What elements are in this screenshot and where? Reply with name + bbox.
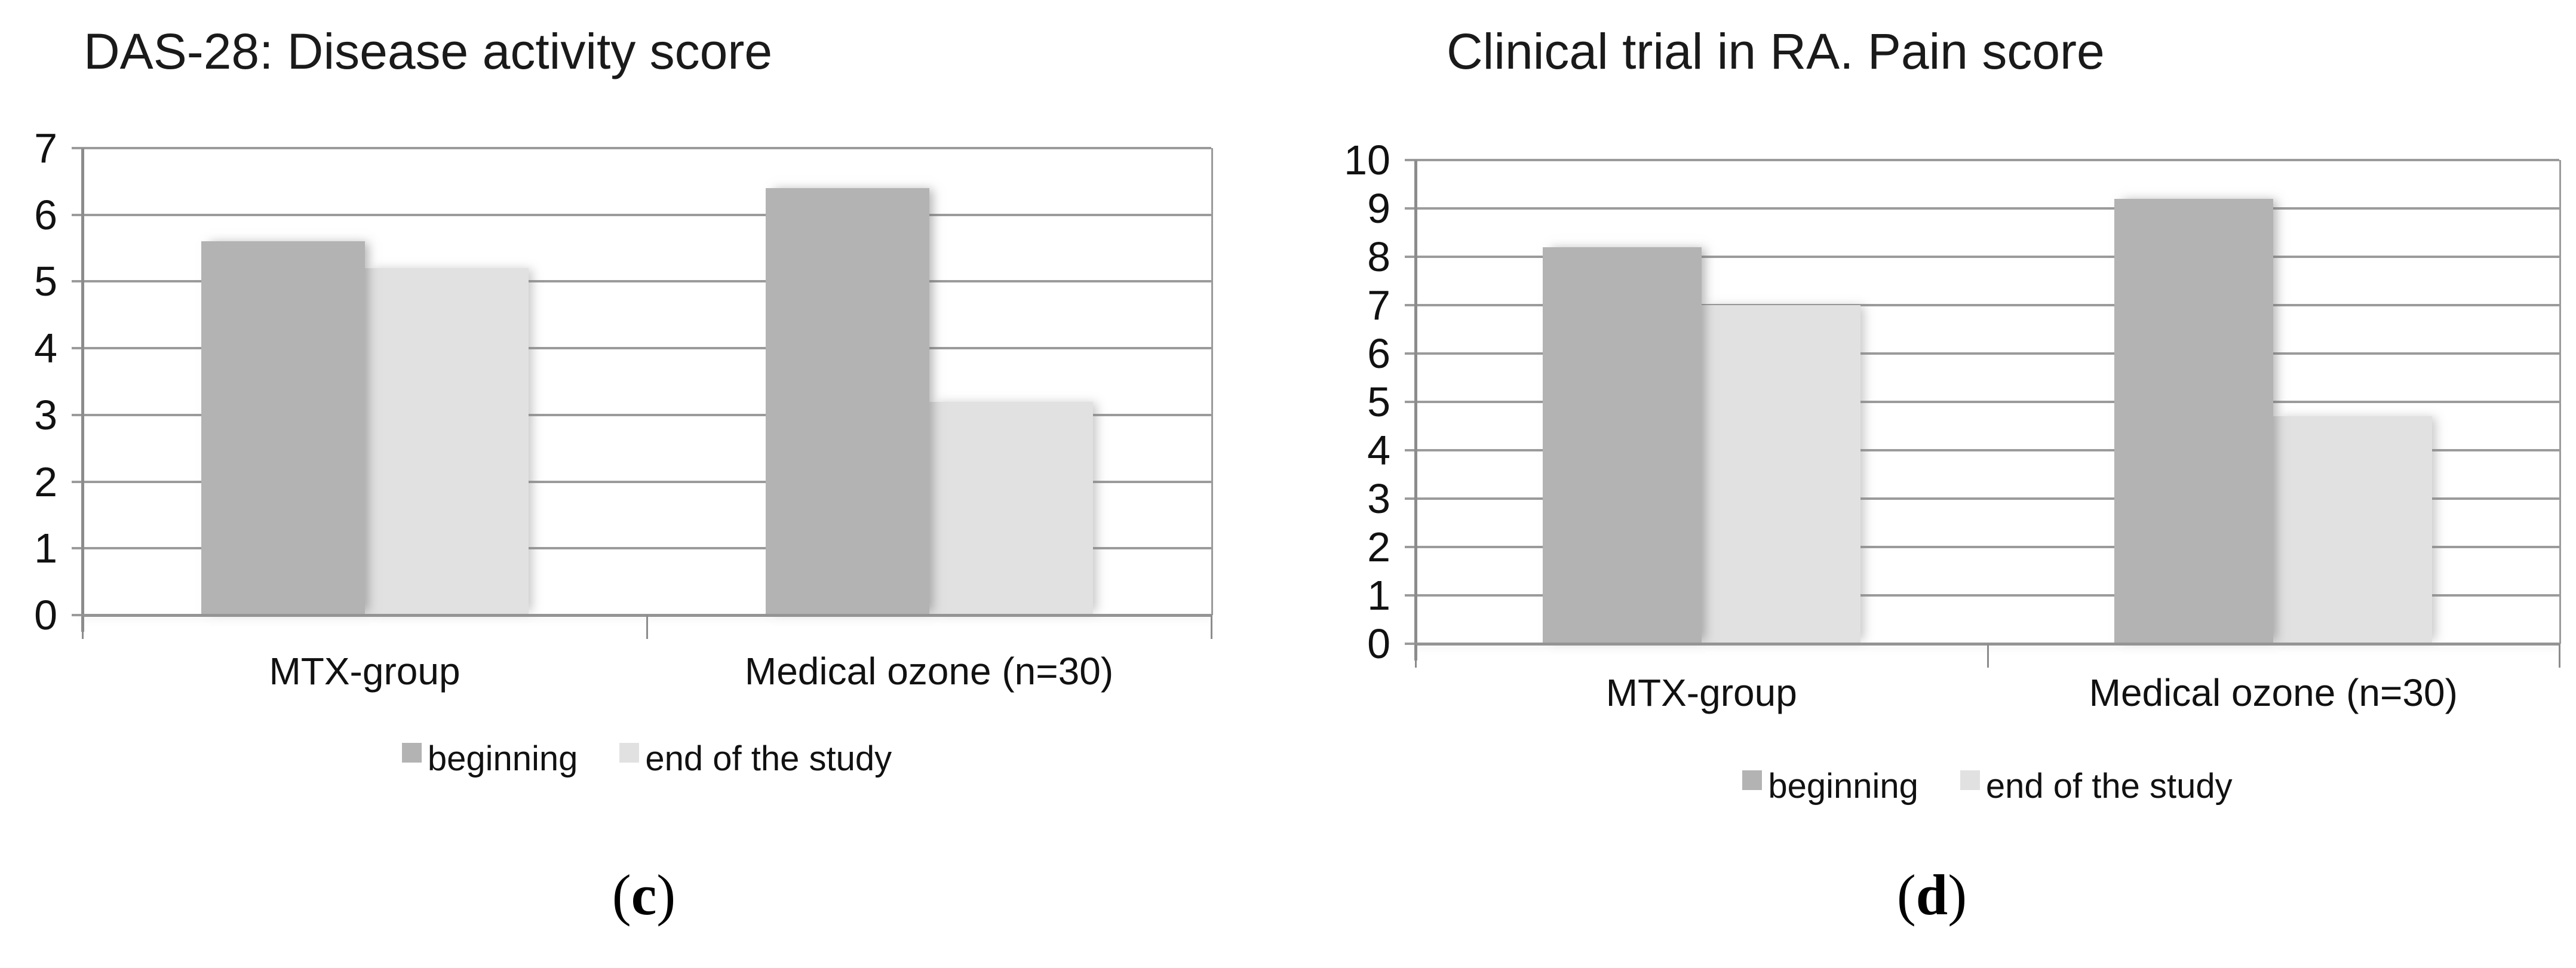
gridline-y-1 [72,547,1211,550]
y-axis-line [81,148,84,632]
gridline-y-2 [72,480,1211,483]
x-axis-tick-2 [1211,615,1212,639]
legend-marker-beginning-icon [401,743,422,763]
x-axis-tick-1 [1987,644,1989,668]
panel-caption: (c) [0,862,1288,928]
bar-end-of-the-study-mtx-group [364,268,529,615]
bar-end-of-the-study-mtx-group [1701,305,1860,644]
legend: beginning end of the study [82,739,1211,779]
x-axis-tick-1 [646,615,648,639]
bar-beginning-mtx-group [201,241,365,615]
y-tick-label-8: 8 [1367,233,1390,280]
legend-item-beginning: beginning [1742,767,1918,806]
legend-marker-end-of-the-study-icon [619,743,640,763]
y-tick-label-10: 10 [1344,137,1390,183]
gridline-y-4 [1405,449,2559,451]
caption-paren-open: ( [612,863,631,927]
y-tick-label-7: 7 [1367,282,1390,328]
y-tick-label-6: 6 [34,191,57,238]
legend-label-end-of-the-study: end of the study [1985,767,2233,806]
y-tick-label-0: 0 [34,592,57,638]
legend-label-beginning: beginning [427,739,578,778]
legend-label-beginning: beginning [1768,767,1918,806]
gridline-y-8 [1405,256,2559,258]
gridline-y-2 [1405,546,2559,548]
legend-label-end-of-the-study: end of the study [645,739,892,778]
caption-letter: c [631,863,657,927]
gridline-y-4 [72,347,1211,350]
gridline-y-6 [72,213,1211,216]
panel-c: DAS-28: Disease activity score (c) 0 1 2 3 4… [0,23,1288,928]
gridline-y-5 [1405,401,2559,403]
bar-end-of-the-study-medical-ozone-n-30 [929,401,1093,615]
category-label-medical-ozone-n-30: Medical ozone (n=30) [744,650,1114,693]
legend-item-beginning: beginning [401,739,578,779]
y-tick-label-1: 1 [34,525,57,572]
chart-title: Clinical trial in RA. Pain score [1447,23,2105,79]
gridline-y-7 [72,147,1211,149]
x-axis-tick-0 [1415,644,1417,668]
bar-beginning-medical-ozone-n-30 [765,188,929,615]
y-tick-label-4: 4 [1367,427,1390,474]
legend: beginning end of the study [1416,767,2559,806]
y-tick-label-3: 3 [34,391,57,438]
legend-marker-end-of-the-study-icon [1960,770,1980,790]
y-tick-label-2: 2 [1367,524,1390,570]
y-tick-label-4: 4 [34,325,57,372]
bar-beginning-medical-ozone-n-30 [2114,198,2274,644]
gridline-y-3 [1405,497,2559,500]
gridline-y-10 [1405,159,2559,161]
y-tick-label-9: 9 [1367,185,1390,232]
category-label-mtx-group: MTX-group [269,650,460,693]
category-label-mtx-group: MTX-group [1605,671,1797,714]
y-tick-label-7: 7 [34,125,57,171]
caption-paren-open: ( [1896,863,1916,927]
y-axis-line [1414,160,1417,660]
legend-item-end-of-the-study: end of the study [619,739,892,779]
y-tick-label-2: 2 [34,458,57,505]
legend-item-end-of-the-study: end of the study [1960,767,2233,806]
x-axis-tick-2 [2559,644,2560,668]
category-label-medical-ozone-n-30: Medical ozone (n=30) [2089,671,2458,714]
legend-marker-beginning-icon [1742,770,1763,790]
plot-right-border [2559,160,2561,644]
caption-paren-close: ) [656,863,676,927]
gridline-y-7 [1405,304,2559,306]
x-axis-tick-0 [82,615,84,639]
gridline-y-3 [72,413,1211,416]
bar-beginning-mtx-group [1542,247,1702,644]
y-tick-label-5: 5 [34,258,57,305]
y-tick-label-6: 6 [1367,330,1390,377]
panel-caption: (d) [1288,862,2576,928]
gridline-y-9 [1405,207,2559,210]
gridline-y-1 [1405,594,2559,597]
caption-letter: d [1915,863,1948,927]
y-tick-label-5: 5 [1367,379,1390,425]
y-tick-label-0: 0 [1367,620,1390,667]
gridline-y-5 [72,280,1211,283]
y-tick-label-1: 1 [1367,572,1390,619]
y-tick-label-3: 3 [1367,475,1390,522]
gridline-y-6 [1405,352,2559,355]
caption-paren-close: ) [1948,863,1967,927]
plot-right-border [1211,148,1213,615]
bar-end-of-the-study-medical-ozone-n-30 [2273,416,2433,644]
chart-title: DAS-28: Disease activity score [84,23,773,79]
